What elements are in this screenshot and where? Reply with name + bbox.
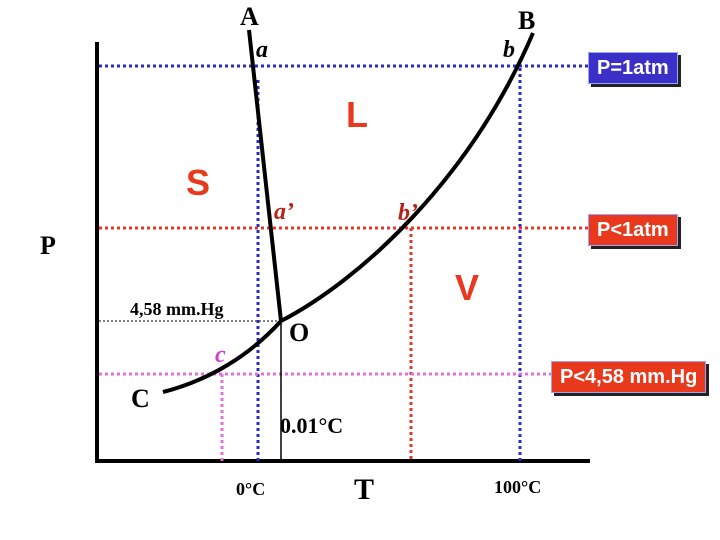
melting-curve bbox=[247, 29, 283, 322]
hundred-celsius-label: 100°C bbox=[494, 477, 542, 497]
point-label-triple: O bbox=[289, 318, 310, 347]
tag-p-1atm: P=1atm bbox=[588, 52, 678, 84]
point-label-a: a bbox=[256, 37, 268, 63]
vaporization-curve bbox=[280, 32, 535, 323]
point-label-b: b bbox=[503, 37, 515, 63]
phase-label-solid: S bbox=[186, 162, 211, 203]
phase-label-liquid: L bbox=[346, 94, 368, 135]
tag-p-less-458: P<4,58 mm.Hg bbox=[551, 361, 707, 393]
point-label-a-prime: a’ bbox=[274, 199, 294, 225]
point-label-c: c bbox=[215, 342, 226, 368]
axis-label-t: T bbox=[354, 473, 375, 506]
zero-celsius-label: 0°C bbox=[236, 479, 266, 499]
point-label-b-prime: b’ bbox=[398, 200, 418, 226]
phase-label-vapor: V bbox=[455, 267, 480, 308]
triple-pressure-label: 4,58 mm.Hg bbox=[130, 299, 224, 319]
tag-p-less-1atm: P<1atm bbox=[588, 214, 678, 246]
sublimation-curve bbox=[162, 319, 283, 394]
triple-temperature-label: 0.01°C bbox=[280, 413, 344, 438]
curve-label-c: C bbox=[131, 384, 150, 413]
curve-label-a: A bbox=[240, 2, 259, 31]
curve-label-b: B bbox=[518, 6, 536, 35]
axis-label-p: P bbox=[40, 231, 56, 260]
